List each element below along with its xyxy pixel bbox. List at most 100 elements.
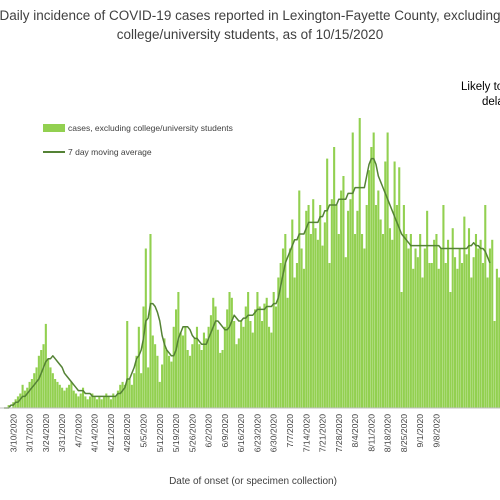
x-tick-label: 8/25/2020 bbox=[399, 414, 409, 452]
bar bbox=[337, 234, 340, 408]
bar bbox=[128, 379, 131, 408]
bar bbox=[458, 248, 461, 408]
x-tick-label: 3/17/2020 bbox=[25, 414, 35, 452]
bar bbox=[107, 396, 110, 408]
bar bbox=[216, 329, 219, 408]
bar bbox=[440, 248, 443, 408]
bar bbox=[272, 292, 275, 408]
bar bbox=[72, 390, 75, 408]
bar bbox=[251, 332, 254, 408]
bar bbox=[481, 263, 484, 408]
bar bbox=[298, 190, 301, 408]
x-tick-label: 6/16/2020 bbox=[236, 414, 246, 452]
bar bbox=[188, 355, 192, 408]
bar bbox=[70, 381, 73, 408]
bar bbox=[82, 387, 85, 408]
bar bbox=[449, 292, 452, 408]
bar bbox=[193, 338, 196, 408]
bar bbox=[467, 228, 471, 408]
bar bbox=[56, 381, 59, 408]
legend: cases, excluding college/university stud… bbox=[43, 123, 233, 157]
bar bbox=[265, 297, 268, 408]
bar bbox=[370, 147, 373, 408]
bar bbox=[402, 205, 405, 408]
bar bbox=[498, 277, 500, 408]
bar bbox=[116, 390, 119, 408]
bar bbox=[158, 381, 161, 408]
bar bbox=[426, 210, 429, 408]
bar bbox=[51, 373, 54, 408]
legend-label-cases: cases, excluding college/university stud… bbox=[68, 123, 233, 133]
bar bbox=[79, 393, 82, 408]
bar bbox=[221, 350, 224, 408]
legend-label-moving-average: 7 day moving average bbox=[68, 147, 152, 157]
bar bbox=[179, 332, 182, 408]
bar bbox=[451, 228, 454, 408]
bar bbox=[381, 234, 385, 408]
bar bbox=[254, 309, 257, 408]
bar bbox=[126, 321, 129, 408]
bar bbox=[77, 396, 80, 408]
bar bbox=[244, 306, 247, 408]
bar bbox=[407, 248, 410, 408]
bar bbox=[428, 263, 431, 408]
bar bbox=[321, 245, 324, 408]
bar bbox=[472, 257, 475, 408]
bar bbox=[142, 306, 145, 408]
bar bbox=[281, 248, 285, 408]
bar bbox=[295, 263, 298, 408]
bar bbox=[328, 263, 331, 408]
bar bbox=[326, 158, 329, 408]
bar bbox=[491, 239, 494, 408]
bar bbox=[240, 321, 243, 408]
bar-series-cases bbox=[7, 118, 500, 408]
moving-average-line bbox=[4, 157, 491, 409]
bar bbox=[323, 222, 326, 408]
bar bbox=[154, 344, 157, 408]
bar bbox=[293, 277, 296, 408]
bar bbox=[58, 384, 61, 408]
bar bbox=[356, 210, 359, 408]
bar bbox=[177, 292, 180, 408]
bar bbox=[444, 263, 447, 408]
bar bbox=[386, 132, 389, 408]
bar bbox=[247, 292, 250, 408]
x-tick-label: 8/4/2020 bbox=[350, 414, 360, 448]
bar bbox=[223, 326, 226, 408]
bar bbox=[226, 309, 229, 408]
bar bbox=[219, 352, 222, 408]
bar bbox=[209, 315, 212, 408]
bar bbox=[214, 306, 217, 408]
bar bbox=[112, 393, 115, 408]
bar bbox=[102, 396, 106, 408]
bar bbox=[54, 379, 57, 408]
x-tick-label: 3/10/2020 bbox=[8, 414, 18, 452]
x-tick-label: 6/2/2020 bbox=[204, 414, 214, 448]
bar bbox=[274, 306, 278, 408]
bar bbox=[365, 205, 368, 408]
bar bbox=[358, 118, 361, 408]
bar bbox=[377, 190, 380, 408]
x-tick-label: 7/21/2020 bbox=[318, 414, 328, 452]
bar bbox=[486, 277, 489, 408]
bar bbox=[349, 199, 352, 408]
x-tick-label: 8/18/2020 bbox=[383, 414, 393, 452]
bar bbox=[347, 210, 350, 408]
x-tick-label: 7/7/2020 bbox=[285, 414, 295, 448]
x-tick-label: 3/24/2020 bbox=[41, 414, 51, 452]
x-tick-label: 6/23/2020 bbox=[252, 414, 262, 452]
bar bbox=[228, 292, 231, 408]
bar bbox=[105, 393, 108, 408]
bar bbox=[342, 176, 345, 408]
bar bbox=[212, 297, 215, 408]
bar bbox=[23, 390, 26, 408]
bar bbox=[114, 396, 117, 408]
bar bbox=[26, 387, 29, 408]
bar bbox=[140, 373, 143, 408]
bar bbox=[33, 373, 36, 408]
x-tick-label: 6/9/2020 bbox=[220, 414, 230, 448]
bar bbox=[191, 344, 194, 408]
bar bbox=[44, 323, 47, 408]
bar bbox=[330, 199, 333, 408]
